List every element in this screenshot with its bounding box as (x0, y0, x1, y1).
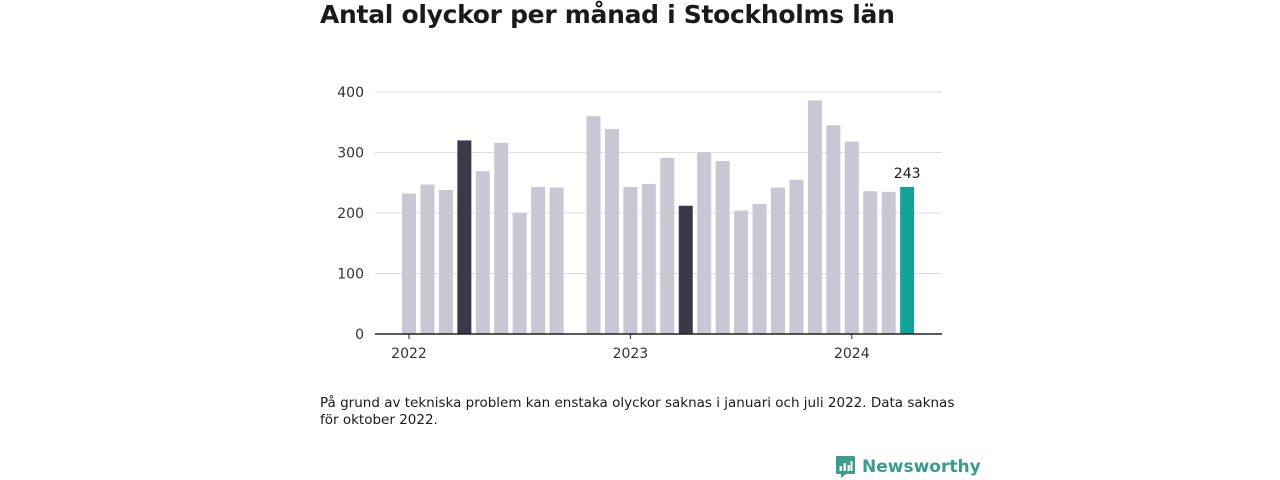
bar (826, 125, 841, 335)
bar-chart: 0 100 200 300 400 243 2022 2023 2024 (337, 85, 942, 362)
bar (457, 140, 472, 334)
newsworthy-logo: Newsworthy (835, 454, 981, 480)
bar (697, 152, 712, 334)
bar (438, 190, 453, 334)
bar (494, 142, 509, 334)
bar (549, 187, 564, 334)
x-tick-label: 2022 (391, 346, 427, 362)
bar (402, 193, 416, 334)
bar (734, 210, 749, 334)
y-tick-label: 0 (355, 327, 364, 343)
bar (586, 116, 601, 334)
logo-text: Newsworthy (862, 457, 981, 477)
bar (881, 191, 896, 334)
footnote: På grund av tekniska problem kan enstaka… (320, 395, 955, 428)
bar (475, 171, 490, 334)
bar (752, 203, 767, 334)
bar (789, 179, 804, 334)
bar (771, 187, 785, 334)
bar (604, 128, 619, 334)
bar (807, 100, 822, 334)
bar (678, 205, 693, 334)
y-tick-label: 400 (337, 85, 364, 101)
y-tick-label: 200 (337, 206, 364, 222)
bar-chart-logo-icon (836, 456, 855, 478)
bar (531, 186, 546, 334)
bar (420, 184, 435, 334)
bar (715, 160, 730, 334)
bar (641, 183, 656, 334)
x-tick-label: 2024 (834, 346, 870, 362)
bar (863, 191, 878, 334)
chart-title: Antal olyckor per månad i Stockholms län (320, 0, 895, 29)
bar (623, 186, 638, 334)
bar (900, 186, 915, 334)
bar (512, 213, 527, 334)
y-tick-label: 100 (337, 267, 364, 283)
bar (660, 157, 675, 334)
y-tick-label: 300 (337, 146, 364, 162)
data-label: 243 (894, 166, 921, 182)
bar (844, 141, 859, 334)
x-tick-label: 2023 (613, 346, 649, 362)
